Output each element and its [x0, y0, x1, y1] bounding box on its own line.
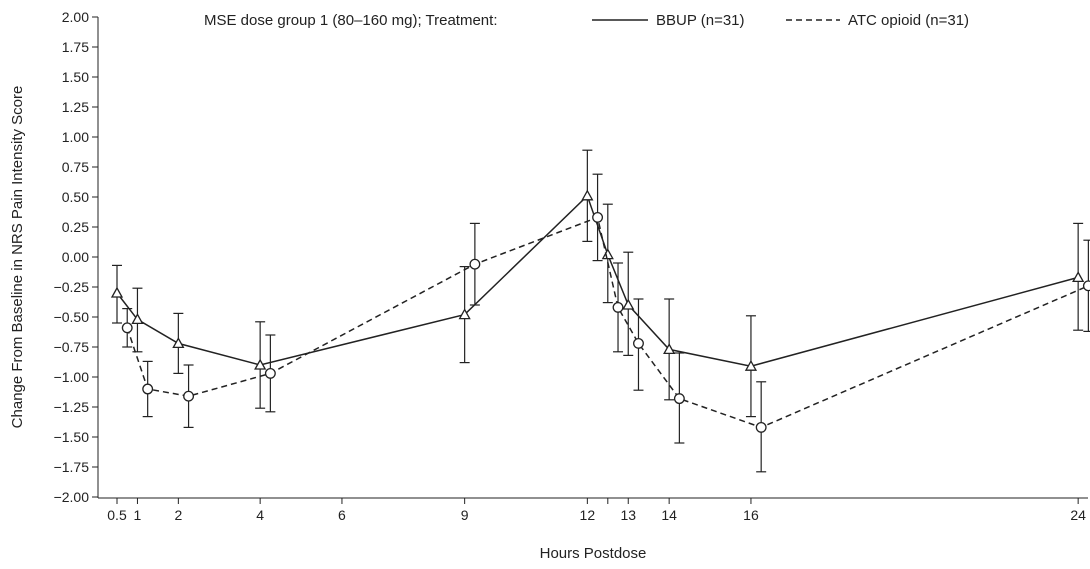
y-tick-label: 1.75 — [62, 39, 89, 55]
y-tick-label: −0.25 — [54, 279, 90, 295]
y-tick-label: 1.00 — [62, 129, 89, 145]
data-point-circle — [755, 421, 767, 433]
data-point-triangle — [601, 248, 614, 260]
y-tick-label: 0.75 — [62, 159, 89, 175]
data-point-circle — [592, 211, 604, 223]
data-point-circle — [673, 393, 685, 405]
x-tick-label: 12 — [580, 507, 596, 523]
y-tick-label: 2.00 — [62, 9, 89, 25]
x-axis-title: Hours Postdose — [540, 545, 647, 562]
y-tick-label: 0.25 — [62, 219, 89, 235]
x-tick-label: 6 — [338, 507, 346, 523]
x-tick-label: 13 — [620, 507, 636, 523]
data-point-circle — [264, 367, 276, 379]
x-tick-label: 0.5 — [107, 507, 127, 523]
legend-label-bbup: BBUP (n=31) — [656, 12, 745, 29]
data-point-triangle — [458, 308, 471, 320]
legend: MSE dose group 1 (80–160 mg); Treatment:… — [204, 12, 969, 29]
plot-area — [110, 149, 1090, 473]
y-tick-label: −2.00 — [54, 489, 90, 505]
axes: −2.00 −1.75 −1.50 −1.25 −1.00 −0.75 −0.50 −0.25… — [54, 9, 1088, 523]
y-tick-label: 0.00 — [62, 249, 89, 265]
y-tick-label: −1.25 — [54, 399, 90, 415]
x-tick-label: 16 — [743, 507, 759, 523]
data-point-triangle — [172, 337, 185, 349]
x-ticks: 0.5 1 2 4 6 9 12 13 14 16 24 — [107, 498, 1086, 523]
data-point-triangle — [254, 358, 267, 370]
data-point-circle — [142, 383, 154, 395]
data-point-triangle — [581, 189, 594, 201]
data-point-circle — [469, 258, 481, 270]
series-atc-opioid — [121, 173, 1090, 473]
data-point-circle — [612, 301, 624, 313]
y-tick-label: 0.50 — [62, 189, 89, 205]
legend-label-atc: ATC opioid (n=31) — [848, 12, 969, 29]
y-tick-label: −1.50 — [54, 429, 90, 445]
data-point-triangle — [131, 313, 144, 325]
data-point-circle — [183, 390, 195, 402]
data-point-triangle — [744, 359, 758, 371]
series-bbup — [110, 149, 1085, 418]
x-tick-label: 14 — [661, 507, 677, 523]
y-tick-label: 1.50 — [62, 69, 89, 85]
y-axis-title: Change From Baseline in NRS Pain Intensi… — [9, 86, 26, 429]
data-point-circle — [121, 322, 133, 334]
y-tick-label: 1.25 — [62, 99, 89, 115]
y-ticks: −2.00 −1.75 −1.50 −1.25 −1.00 −0.75 −0.50 −0.25… — [54, 9, 98, 505]
x-tick-label: 24 — [1070, 507, 1086, 523]
data-point-triangle — [622, 298, 635, 310]
y-tick-label: −1.75 — [54, 459, 90, 475]
x-tick-label: 9 — [461, 507, 469, 523]
x-tick-label: 2 — [174, 507, 182, 523]
x-tick-label: 1 — [134, 507, 142, 523]
data-point-circle — [633, 337, 644, 349]
y-tick-label: −1.00 — [54, 369, 90, 385]
data-point-triangle — [110, 286, 124, 298]
legend-title: MSE dose group 1 (80–160 mg); Treatment: — [204, 12, 498, 29]
data-point-circle — [1082, 280, 1090, 292]
y-tick-label: −0.50 — [54, 309, 90, 325]
data-point-triangle — [1072, 271, 1085, 283]
data-point-triangle — [663, 343, 676, 355]
y-tick-label: −0.75 — [54, 339, 90, 355]
x-tick-label: 4 — [256, 507, 264, 523]
